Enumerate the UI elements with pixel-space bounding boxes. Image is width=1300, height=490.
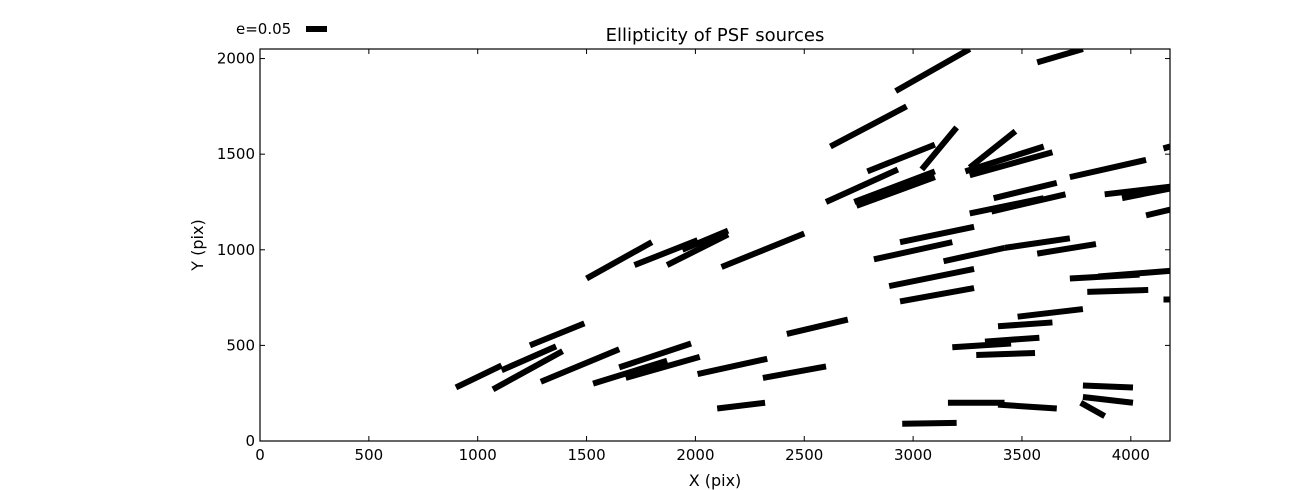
ellipticity-stick [964,143,1045,175]
ellipticity-stick [696,355,768,378]
ellipticity-stick [967,128,1018,170]
legend-label: e=0.05 [236,20,291,38]
ellipticity-stick [539,346,621,385]
ellipticity-stick [592,357,668,387]
plot-frame [259,48,1171,442]
ellipticity-stick [665,231,730,268]
ellipticity-sticks [454,49,1170,427]
ellipticity-stick [873,239,953,263]
ellipticity-stick [853,168,936,205]
ellipticity-stick [1036,49,1084,66]
x-tick-label: 1500 [567,446,605,464]
ellipticity-stick [1036,241,1097,257]
x-tick-label: 0 [255,446,265,464]
x-tick-label: 3000 [894,446,932,464]
ellipticity-stick [997,319,1053,330]
ellipticity-stick [976,350,1036,358]
ellipticity-stick [992,179,1058,202]
x-tick-label: 4000 [1112,446,1150,464]
x-tick-label: 1000 [459,446,497,464]
ellipticity-stick [454,362,503,391]
ellipticity-stick [899,285,975,305]
y-tick-label: 1500 [217,145,255,163]
axis-ticks: 0 500 1000 1500 2000 2500 3000 3500 4000 0 500 1000… [217,49,1170,464]
ellipticity-stick [528,320,586,349]
ellipticity-stick [1087,286,1149,295]
ellipticity-stick [828,103,908,150]
y-tick-label: 500 [226,336,255,354]
ellipticity-stick [500,343,558,373]
ellipticity-stick [894,49,972,94]
ellipticity-stick [919,125,959,172]
ellipticity-stick [1097,267,1170,280]
ellipticity-stick [899,223,975,246]
ellipticity-stick [1162,143,1170,152]
ellipticity-stick [902,419,957,427]
ellipticity-stick [618,340,692,371]
ellipticity-stick [762,363,827,381]
ellipticity-stick [888,265,975,290]
x-tick-label: 2000 [676,446,714,464]
ellipticity-stick [585,239,654,282]
ellipticity-stick [786,316,849,337]
ellipticity-stick [1145,206,1170,219]
x-tick-label: 3500 [1003,446,1041,464]
x-axis-label: X (pix) [689,471,742,490]
x-tick-label: 2500 [785,446,823,464]
ellipticity-stick [1079,400,1107,419]
ellipticity-stick [624,353,701,381]
ellipticity-stick [990,191,1067,215]
ellipticity-stick [1082,382,1134,391]
ellipticity-stick [1004,235,1071,251]
ellipticity-stick [942,244,1006,265]
ellipticity-stick [720,230,806,270]
ellipticity-stick [968,149,1054,179]
y-tick-label: 0 [245,432,255,450]
ellipticity-stick [984,334,1040,345]
ellipticity-stick [1121,185,1170,202]
legend: e=0.05 [236,20,327,38]
y-tick-label: 2000 [217,50,255,68]
ellipticity-stick [633,237,699,268]
y-tick-label: 1000 [217,241,255,259]
x-tick-label: 500 [355,446,384,464]
ellipticity-stick [1069,156,1147,181]
ellipticity-stick [491,348,565,393]
ellipticity-stick [824,166,900,205]
y-axis-label: Y (pix) [188,219,207,271]
ellipticity-stick [681,227,730,253]
ellipticity-stick [716,399,766,412]
ellipticity-stick [855,174,936,209]
ellipticity-stick [1017,306,1084,320]
ellipticity-stick [997,401,1057,412]
chart-title: Ellipticity of PSF sources [606,25,825,46]
ellipticity-stick [1082,394,1134,406]
ellipticity-stick [866,141,936,175]
ellipticity-stick [952,340,1012,351]
